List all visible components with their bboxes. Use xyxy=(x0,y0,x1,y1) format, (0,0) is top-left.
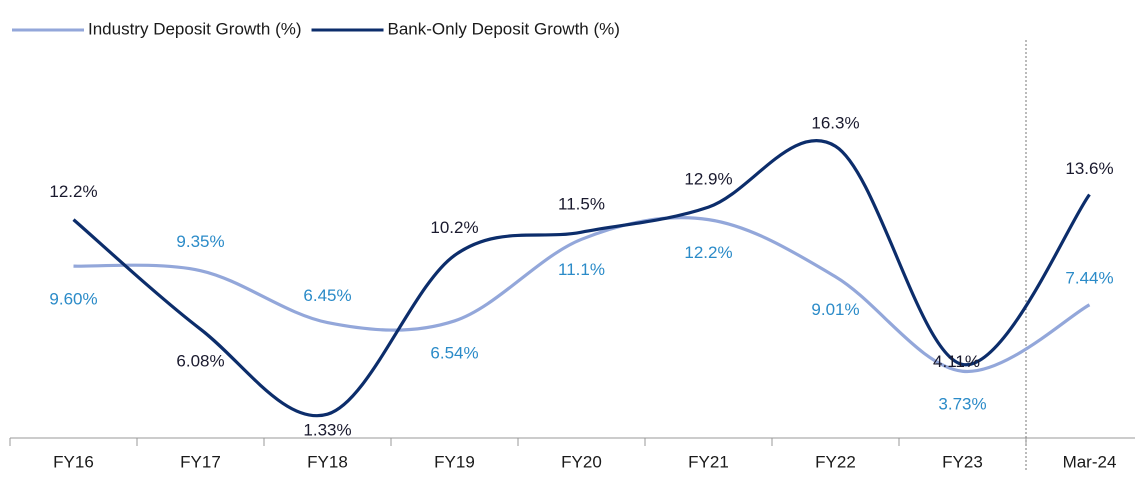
series-line xyxy=(73,216,1091,373)
x-tick-label: FY17 xyxy=(180,452,221,471)
x-tick-label: FY18 xyxy=(307,452,348,471)
x-tick-label: FY21 xyxy=(688,452,729,471)
legend-label: Bank-Only Deposit Growth (%) xyxy=(388,19,620,38)
data-label: 9.60% xyxy=(49,290,97,309)
data-label: 12.2% xyxy=(49,182,97,201)
data-label: 11.5% xyxy=(558,195,605,214)
series-line xyxy=(72,139,1091,418)
x-tick-label: Mar-24 xyxy=(1063,452,1117,471)
x-tick-label: FY16 xyxy=(53,452,94,471)
data-label: 6.08% xyxy=(176,352,224,371)
data-label: 12.9% xyxy=(684,170,732,189)
data-label: 6.54% xyxy=(430,343,478,362)
data-label: 1.33% xyxy=(303,421,351,440)
x-tick-label: FY23 xyxy=(942,452,983,471)
data-label: 11.1% xyxy=(558,260,605,279)
legend-label: Industry Deposit Growth (%) xyxy=(88,19,302,38)
data-label: 10.2% xyxy=(430,218,478,237)
data-label: 7.44% xyxy=(1065,268,1113,287)
x-tick-label: FY22 xyxy=(815,452,856,471)
data-label: 13.6% xyxy=(1065,159,1113,178)
data-label: 16.3% xyxy=(811,114,859,133)
data-label: 6.45% xyxy=(303,286,351,305)
data-label: 9.35% xyxy=(176,232,224,251)
data-label: 3.73% xyxy=(938,395,986,414)
x-tick-label: FY19 xyxy=(434,452,475,471)
data-label: 12.2% xyxy=(684,243,732,262)
data-label: 9.01% xyxy=(811,300,859,319)
data-label: 4.11% xyxy=(933,352,980,371)
x-tick-label: FY20 xyxy=(561,452,602,471)
